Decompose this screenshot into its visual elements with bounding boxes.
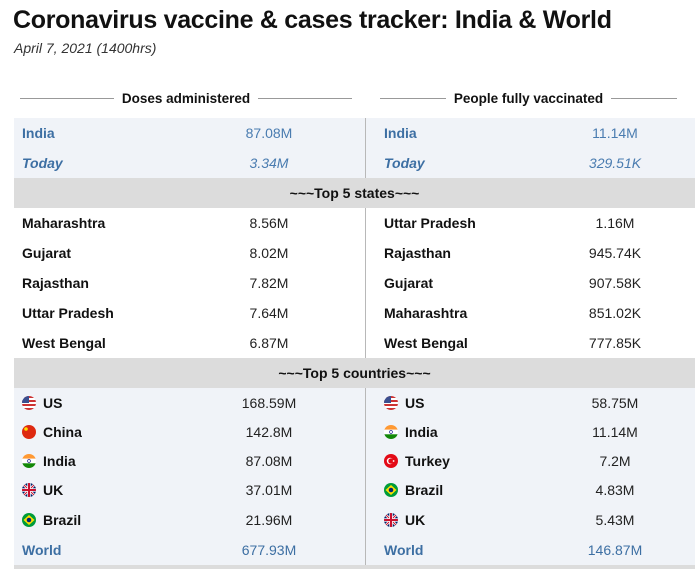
column-divider [365, 208, 366, 238]
country-right-value: 5.43M [595, 512, 635, 528]
table-row: Gujarat 8.02M Rajasthan 945.74K [14, 238, 695, 268]
doses-header: Doses administered [20, 88, 353, 108]
state-right-label: Uttar Pradesh [384, 215, 476, 231]
state-right-value: 1.16M [595, 215, 635, 231]
summary-right-value: 329.51K [588, 155, 642, 171]
state-right-value: 907.58K [588, 275, 642, 291]
country-right-label: US [405, 395, 425, 411]
us-flag-icon [22, 396, 36, 410]
table-row: US 168.59M US 58.75M [14, 388, 695, 417]
country-right-label: Brazil [405, 482, 444, 498]
state-left-value: 8.02M [249, 245, 289, 261]
state-left-value: 8.56M [249, 215, 289, 231]
summary-left-value: 87.08M [245, 125, 293, 141]
summary-row-today: Today 3.34M Today 329.51K [14, 148, 695, 178]
china-flag-icon [22, 425, 36, 439]
table-row: China 142.8M India 11.14M [14, 417, 695, 446]
country-right-label: India [405, 424, 438, 440]
world-right-label: World [384, 542, 424, 558]
country-right-value: 11.14M [592, 424, 638, 440]
state-left-label: West Bengal [22, 335, 106, 351]
brazil-flag-icon [22, 513, 36, 527]
turkey-flag-icon [384, 454, 398, 468]
country-left-label: US [43, 395, 63, 411]
state-left-value: 7.64M [249, 305, 289, 321]
column-divider [365, 328, 366, 358]
state-right-label: Gujarat [384, 275, 434, 291]
state-left-value: 6.87M [249, 335, 289, 351]
states-section-title: ~~~Top 5 states~~~ [289, 185, 420, 201]
summary-right-value: 11.14M [592, 125, 638, 141]
country-left-label: India [43, 453, 76, 469]
state-left-label: Maharashtra [22, 215, 106, 231]
country-left-value: 87.08M [245, 453, 293, 469]
table-row: UK 37.01M Brazil 4.83M [14, 475, 695, 505]
column-divider [365, 238, 366, 268]
column-divider [365, 148, 366, 178]
state-right-value: 851.02K [588, 305, 642, 321]
country-right-value: 7.2M [599, 453, 631, 469]
table-row: Uttar Pradesh 7.64M Maharashtra 851.02K [14, 298, 695, 328]
state-right-label: West Bengal [384, 335, 468, 351]
table-row: Brazil 21.96M UK 5.43M [14, 505, 695, 535]
country-left-value: 168.59M [241, 395, 297, 411]
doses-header-label: Doses administered [121, 90, 251, 106]
state-right-value: 945.74K [588, 245, 642, 261]
countries-section-header: ~~~Top 5 countries~~~ [14, 358, 695, 388]
fully-vaccinated-header-label: People fully vaccinated [453, 90, 604, 106]
country-left-label: Brazil [43, 512, 82, 528]
country-right-value: 4.83M [595, 482, 635, 498]
summary-right-label: Today [384, 155, 425, 171]
country-right-label: UK [405, 512, 426, 528]
india-flag-icon [22, 454, 36, 468]
country-left-value: 142.8M [245, 424, 293, 440]
countries-section-title: ~~~Top 5 countries~~~ [278, 365, 431, 381]
country-left-value: 37.01M [245, 482, 293, 498]
table-row: India 87.08M Turkey 7.2M [14, 446, 695, 475]
column-divider [365, 505, 366, 535]
column-divider [365, 118, 366, 148]
page-title: Coronavirus vaccine & cases tracker: Ind… [13, 6, 612, 34]
india-flag-icon [384, 425, 398, 439]
uk-flag-icon [384, 513, 398, 527]
state-left-value: 7.82M [249, 275, 289, 291]
column-divider [365, 535, 366, 565]
uk-flag-icon [22, 483, 36, 497]
state-right-label: Maharashtra [384, 305, 468, 321]
state-right-label: Rajasthan [384, 245, 451, 261]
brazil-flag-icon [384, 483, 398, 497]
state-right-value: 777.85K [588, 335, 642, 351]
summary-row-india: India 87.08M India 11.14M [14, 118, 695, 148]
world-right-value: 146.87M [587, 542, 643, 558]
summary-left-label: Today [22, 155, 63, 171]
state-left-label: Rajasthan [22, 275, 89, 291]
table-row: Maharashtra 8.56M Uttar Pradesh 1.16M [14, 208, 695, 238]
column-divider [365, 268, 366, 298]
country-left-label: China [43, 424, 82, 440]
country-right-value: 58.75M [591, 395, 639, 411]
bottom-bar [14, 565, 695, 569]
country-right-label: Turkey [405, 453, 450, 469]
summary-left-value: 3.34M [249, 155, 289, 171]
world-left-label: World [22, 542, 62, 558]
world-row: World 677.93M World 146.87M [14, 535, 695, 565]
column-divider [365, 475, 366, 505]
column-divider [365, 417, 366, 446]
country-left-value: 21.96M [245, 512, 293, 528]
table-row: West Bengal 6.87M West Bengal 777.85K [14, 328, 695, 358]
world-left-value: 677.93M [241, 542, 297, 558]
country-left-label: UK [43, 482, 64, 498]
column-divider [365, 298, 366, 328]
column-divider [365, 388, 366, 417]
fully-vaccinated-header: People fully vaccinated [380, 88, 677, 108]
table-row: Rajasthan 7.82M Gujarat 907.58K [14, 268, 695, 298]
column-divider [365, 446, 366, 475]
summary-left-label: India [22, 125, 55, 141]
summary-right-label: India [384, 125, 417, 141]
state-left-label: Uttar Pradesh [22, 305, 114, 321]
us-flag-icon [384, 396, 398, 410]
states-section-header: ~~~Top 5 states~~~ [14, 178, 695, 208]
state-left-label: Gujarat [22, 245, 72, 261]
page-date: April 7, 2021 (1400hrs) [14, 40, 157, 56]
